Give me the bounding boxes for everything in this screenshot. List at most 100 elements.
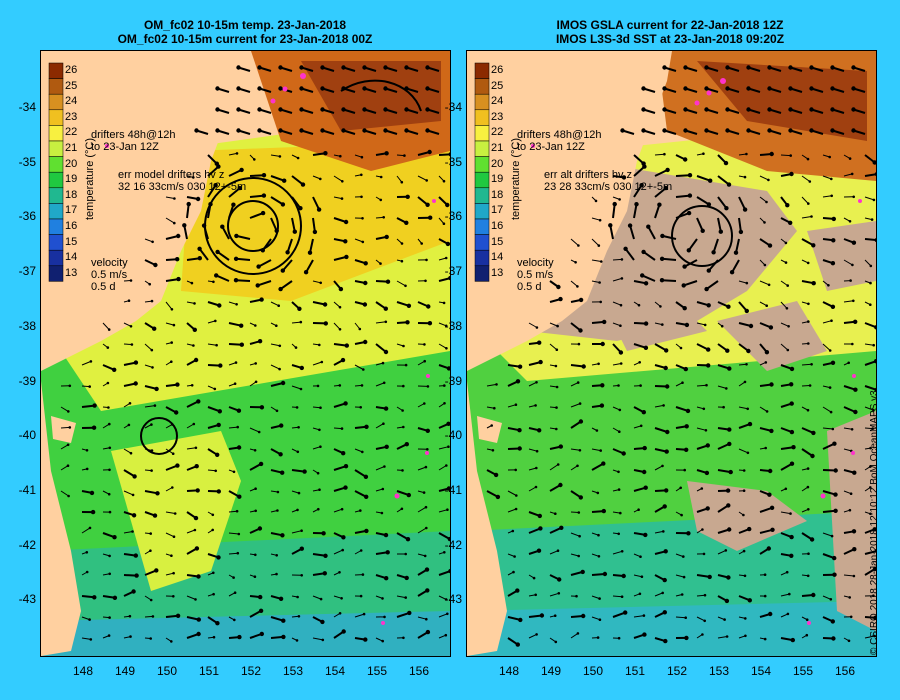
velocity-arrow-head xyxy=(363,637,368,642)
velocity-arrow-head xyxy=(149,637,152,640)
velocity-arrow-head xyxy=(362,128,367,133)
velocity-arrow-head xyxy=(297,615,301,618)
velocity-arrow-head xyxy=(662,107,667,112)
velocity-arrow-head xyxy=(576,285,579,288)
velocity-arrow xyxy=(282,259,293,272)
velocity-arrow xyxy=(759,175,769,181)
velocity-arrow-head xyxy=(724,549,728,552)
velocity-arrow-head xyxy=(303,270,309,275)
velocity-arrow-head xyxy=(554,512,557,515)
velocity-arrow-head xyxy=(874,325,876,330)
velocity-arrow xyxy=(633,615,644,618)
colorbar-tick-label: 22 xyxy=(491,126,504,139)
velocity-arrow-head xyxy=(683,86,688,91)
velocity-arrow-head xyxy=(661,323,664,326)
velocity-arrow-head xyxy=(769,151,774,157)
velocity-arrow-head xyxy=(873,615,876,620)
velocity-arrow xyxy=(696,616,705,622)
velocity-arrow-head xyxy=(279,423,284,428)
velocity-arrow-head xyxy=(340,427,344,430)
left-title-line2: OM_fc02 10-15m current for 23-Jan-2018 0… xyxy=(117,32,373,46)
velocity-arrow-head xyxy=(768,468,773,474)
velocity-arrow-head xyxy=(763,221,766,224)
velocity-arrow-head xyxy=(425,86,430,91)
velocity-arrow xyxy=(396,280,406,287)
velocity-arrow-head xyxy=(575,594,578,598)
latitude-label: -39 xyxy=(444,373,462,388)
velocity-arrow-head xyxy=(294,346,298,349)
velocity-arrow-head xyxy=(789,401,794,406)
velocity-arrow-head xyxy=(702,152,705,155)
velocity-arrow-head xyxy=(701,633,704,636)
velocity-arrow xyxy=(738,217,742,233)
velocity-arrow-head xyxy=(807,302,810,306)
velocity-arrow xyxy=(624,248,635,261)
velocity-arrow xyxy=(144,615,153,618)
velocity-arrow-head xyxy=(788,128,793,133)
velocity-arrow-head xyxy=(828,349,832,352)
velocity-arrow xyxy=(864,238,876,242)
velocity-arrow-head xyxy=(107,492,111,496)
model-temperature-map[interactable]: drifters 48h@12h to 23-Jan 12Z err model… xyxy=(40,50,451,657)
velocity-arrow-head xyxy=(280,470,285,475)
velocity-arrow-head xyxy=(234,361,238,364)
velocity-arrow-head xyxy=(870,218,874,221)
velocity-arrow-head xyxy=(810,363,813,366)
velocity-arrow-head xyxy=(515,588,520,593)
velocity-arrow-head xyxy=(602,319,607,325)
velocity-arrow-head xyxy=(150,423,153,426)
velocity-arrow-head xyxy=(363,474,369,479)
velocity-arrow-head xyxy=(236,445,242,450)
velocity-arrow-head xyxy=(869,465,872,468)
velocity-arrow-head xyxy=(767,86,772,91)
velocity-arrow-head xyxy=(129,279,133,282)
velocity-arrow-head xyxy=(383,465,386,468)
velocity-arrow-head xyxy=(643,345,649,350)
latitude-label: -39 xyxy=(18,373,36,388)
velocity-arrow xyxy=(333,175,343,182)
velocity-arrow xyxy=(822,175,832,180)
velocity-arrow-head xyxy=(874,387,876,392)
colorbar-swatch xyxy=(48,203,64,220)
velocity-arrow-head xyxy=(786,612,790,616)
velocity-arrow-head xyxy=(364,528,369,534)
velocity-arrow-head xyxy=(830,261,836,266)
velocity-arrow xyxy=(228,532,239,535)
velocity-arrow xyxy=(654,530,664,534)
colorbar-tick-label: 13 xyxy=(491,266,504,279)
velocity-arrow-head xyxy=(447,536,450,542)
velocity-arrow-head xyxy=(640,273,645,278)
velocity-arrow-head xyxy=(253,449,257,452)
velocity-arrow-head xyxy=(276,490,280,494)
velocity-arrow-head xyxy=(257,526,263,531)
velocity-arrow-head xyxy=(131,589,136,594)
velocity-arrow-head xyxy=(404,552,408,556)
velocity-arrow-head xyxy=(211,528,214,532)
velocity-arrow-head xyxy=(280,268,285,273)
velocity-arrow-head xyxy=(620,277,624,280)
velocity-arrow-head xyxy=(743,380,747,384)
velocity-arrow-head xyxy=(849,492,853,496)
velocity-arrow-head xyxy=(807,552,810,555)
velocity-arrow xyxy=(696,196,710,206)
velocity-arrow xyxy=(696,322,706,326)
velocity-arrow-head xyxy=(725,107,730,112)
velocity-arrow-head xyxy=(340,507,344,511)
velocity-arrow-head xyxy=(580,569,585,575)
velocity-arrow-head xyxy=(108,616,111,619)
velocity-arrow xyxy=(375,321,386,324)
satellite-sst-map[interactable]: drifters 48h@12h to 23-Jan 12Z err alt d… xyxy=(466,50,877,657)
velocity-arrow xyxy=(696,217,704,232)
velocity-arrow-head xyxy=(128,402,132,405)
velocity-arrow-head xyxy=(85,551,89,554)
velocity-arrow-head xyxy=(830,360,836,365)
velocity-arrow-head xyxy=(88,526,92,530)
velocity-arrow-head xyxy=(257,107,262,112)
velocity-arrow-head xyxy=(176,233,181,239)
velocity-arrow-head xyxy=(446,612,449,616)
velocity-arrow-head xyxy=(172,595,175,598)
velocity-arrow-head xyxy=(233,278,239,283)
land-flinders-island xyxy=(477,416,502,443)
velocity-arrow-head xyxy=(830,319,833,323)
velocity-arrow-head xyxy=(404,284,407,288)
